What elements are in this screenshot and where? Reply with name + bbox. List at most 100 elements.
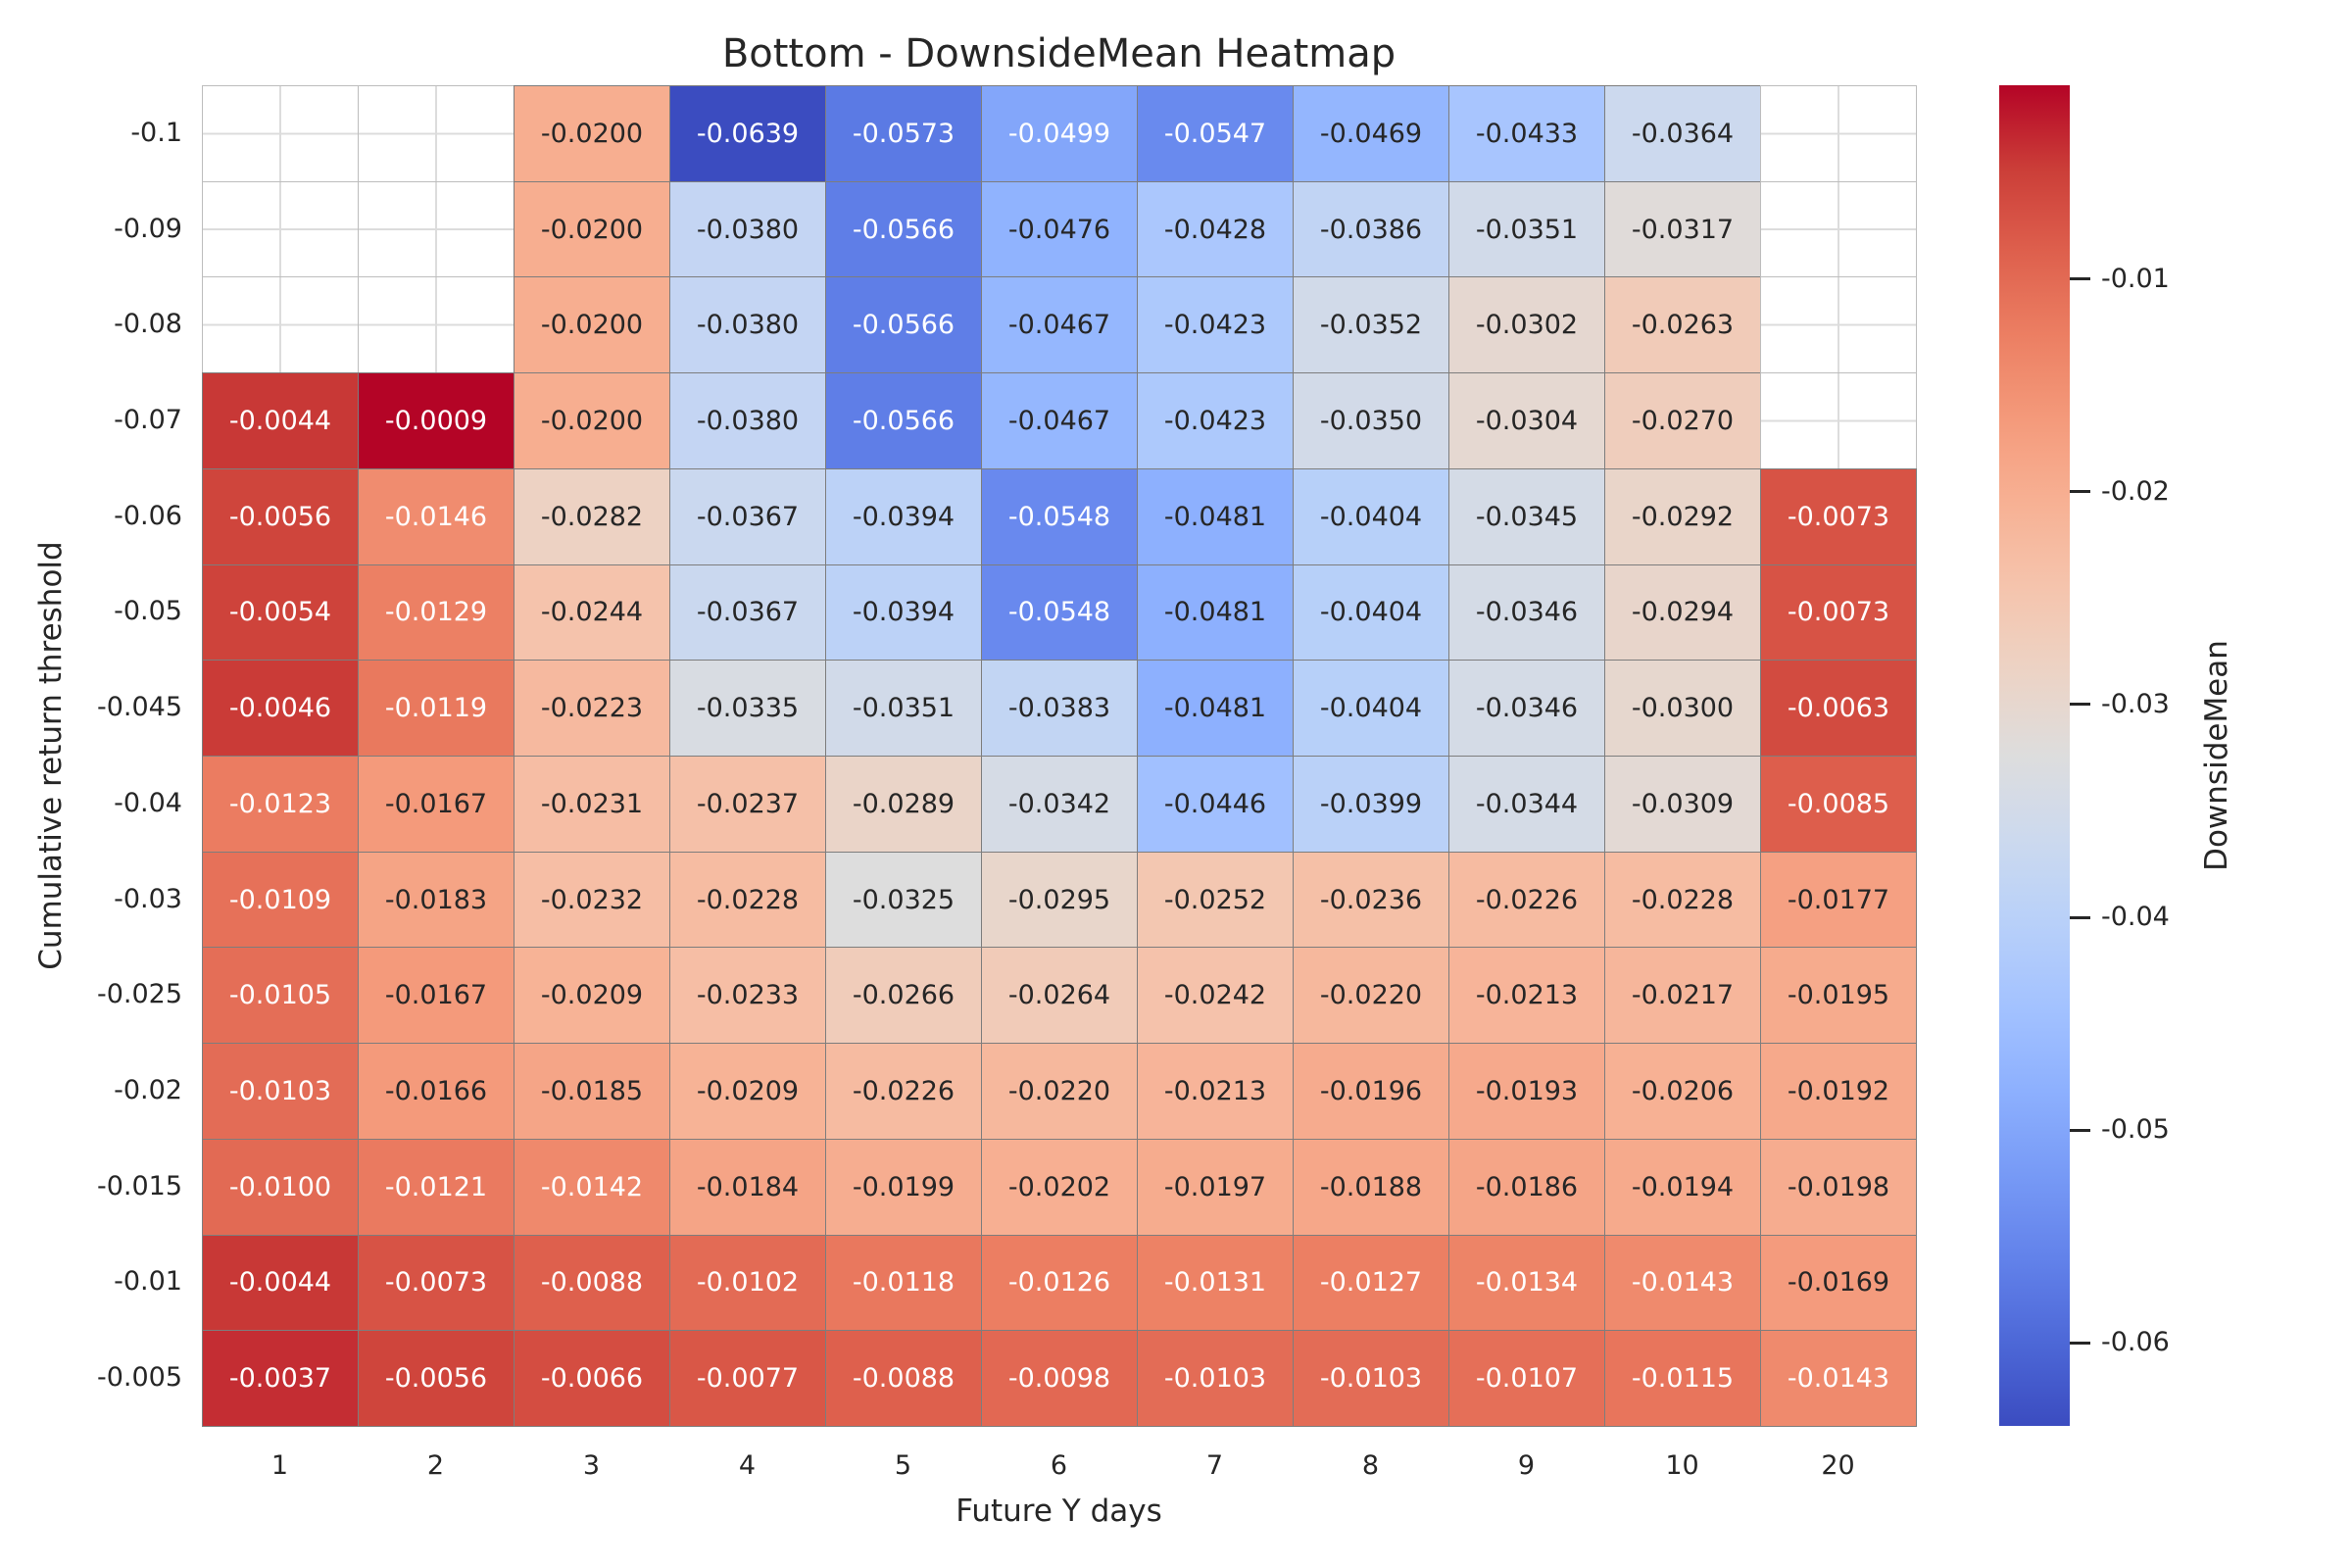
cell-annotation: -0.0566: [852, 310, 956, 341]
heatmap-cell: -0.0380: [669, 180, 826, 278]
cell-annotation: -0.0364: [1631, 118, 1735, 149]
heatmap-cell: -0.0266: [825, 947, 982, 1045]
cell-annotation: -0.0073: [1787, 597, 1890, 628]
heatmap-cell: -0.0566: [825, 180, 982, 278]
cell-annotation: -0.0263: [1631, 310, 1735, 341]
x-tick-label: 1: [270, 1450, 289, 1481]
heatmap-cell: -0.0169: [1760, 1234, 1917, 1332]
cell-annotation: -0.0252: [1163, 884, 1267, 915]
y-tick-label: -0.06: [114, 500, 182, 531]
heatmap-empty-cell: [358, 276, 514, 374]
cell-annotation: -0.0115: [1631, 1363, 1735, 1395]
heatmap-cell: -0.0423: [1137, 372, 1294, 469]
heatmap-cell: -0.0352: [1293, 276, 1449, 374]
heatmap-cell: -0.0233: [669, 947, 826, 1045]
heatmap-cell: -0.0198: [1760, 1138, 1917, 1236]
cell-annotation: -0.0292: [1631, 501, 1735, 532]
colorbar-tick-mark: [2070, 1341, 2090, 1345]
cell-annotation: -0.0121: [384, 1171, 488, 1202]
heatmap-cell: -0.0282: [514, 467, 670, 565]
heatmap-cell: -0.0231: [514, 756, 670, 853]
heatmap-cell: -0.0302: [1448, 276, 1605, 374]
y-tick-label: -0.005: [96, 1362, 182, 1394]
heatmap-cell: -0.0167: [358, 947, 514, 1045]
cell-annotation: -0.0134: [1475, 1267, 1579, 1298]
heatmap-cell: -0.0073: [358, 1234, 514, 1332]
y-tick-label: -0.07: [114, 405, 182, 435]
heatmap-cell: -0.0270: [1604, 372, 1761, 469]
heatmap-cell: -0.0351: [825, 660, 982, 757]
cell-annotation: -0.0194: [1631, 1171, 1735, 1202]
cell-annotation: -0.0266: [852, 980, 956, 1011]
heatmap-cell: -0.0121: [358, 1138, 514, 1236]
y-tick-label: -0.045: [96, 692, 182, 723]
heatmap-cell: -0.0056: [358, 1330, 514, 1427]
cell-annotation: -0.0317: [1631, 214, 1735, 245]
cell-annotation: -0.0046: [228, 693, 332, 724]
heatmap-cell: -0.0263: [1604, 276, 1761, 374]
heatmap-cell: -0.0244: [514, 564, 670, 662]
cell-annotation: -0.0481: [1163, 693, 1267, 724]
x-tick-label: 3: [582, 1450, 601, 1481]
heatmap-cell: -0.0102: [669, 1234, 826, 1332]
heatmap-cell: -0.0143: [1604, 1234, 1761, 1332]
heatmap-cell: -0.0309: [1604, 756, 1761, 853]
heatmap-cell: -0.0073: [1760, 564, 1917, 662]
heatmap-cell: -0.0177: [1760, 851, 1917, 949]
colorbar-tick-label: -0.05: [2101, 1114, 2170, 1146]
colorbar-tick-mark: [2070, 490, 2090, 494]
cell-annotation: -0.0367: [696, 597, 800, 628]
heatmap-empty-cell: [1760, 180, 1917, 278]
cell-annotation: -0.0231: [540, 788, 644, 819]
cell-annotation: -0.0200: [540, 118, 644, 149]
colorbar-gradient: [1999, 85, 2070, 1426]
cell-annotation: -0.0188: [1319, 1171, 1423, 1202]
cell-annotation: -0.0481: [1163, 501, 1267, 532]
cell-annotation: -0.0345: [1475, 501, 1579, 532]
y-tick-label: -0.05: [114, 596, 182, 627]
cell-annotation: -0.0167: [384, 980, 488, 1011]
cell-annotation: -0.0192: [1787, 1075, 1890, 1106]
heatmap-cell: -0.0346: [1448, 660, 1605, 757]
y-tick-label: -0.015: [96, 1170, 182, 1201]
cell-annotation: -0.0476: [1007, 214, 1111, 245]
cell-annotation: -0.0233: [696, 980, 800, 1011]
heatmap-cell: -0.0548: [981, 467, 1138, 565]
heatmap-empty-cell: [1760, 276, 1917, 374]
cell-annotation: -0.0169: [1787, 1267, 1890, 1298]
cell-annotation: -0.0639: [696, 118, 800, 149]
heatmap-cell: -0.0467: [981, 372, 1138, 469]
colorbar-tick-label: -0.06: [2101, 1327, 2170, 1358]
cell-annotation: -0.0404: [1319, 597, 1423, 628]
cell-annotation: -0.0146: [384, 501, 488, 532]
colorbar-tick-label: -0.04: [2101, 902, 2170, 933]
cell-annotation: -0.0098: [1007, 1363, 1111, 1395]
heatmap-cell: -0.0380: [669, 372, 826, 469]
cell-annotation: -0.0351: [1475, 214, 1579, 245]
heatmap-cell: -0.0433: [1448, 85, 1605, 182]
cell-annotation: -0.0200: [540, 214, 644, 245]
cell-annotation: -0.0342: [1007, 788, 1111, 819]
heatmap-cell: -0.0103: [202, 1043, 359, 1140]
heatmap-cell: -0.0202: [981, 1138, 1138, 1236]
heatmap-cell: -0.0166: [358, 1043, 514, 1140]
cell-annotation: -0.0077: [696, 1363, 800, 1395]
heatmap-cell: -0.0220: [981, 1043, 1138, 1140]
y-tick-label: -0.1: [130, 117, 182, 148]
x-tick-label: 20: [1821, 1450, 1855, 1481]
cell-annotation: -0.0295: [1007, 884, 1111, 915]
cell-annotation: -0.0073: [1787, 501, 1890, 532]
y-axis-title: Cumulative return threshold: [33, 541, 69, 970]
cell-annotation: -0.0037: [228, 1363, 332, 1395]
heatmap-cell: -0.0056: [202, 467, 359, 565]
cell-annotation: -0.0467: [1007, 310, 1111, 341]
heatmap-cell: -0.0115: [1604, 1330, 1761, 1427]
cell-annotation: -0.0193: [1475, 1075, 1579, 1106]
cell-annotation: -0.0394: [852, 597, 956, 628]
heatmap-cell: -0.0386: [1293, 180, 1449, 278]
heatmap-cell: -0.0213: [1137, 1043, 1294, 1140]
heatmap-cell: -0.0228: [669, 851, 826, 949]
cell-annotation: -0.0185: [540, 1075, 644, 1106]
x-tick-label: 2: [426, 1450, 445, 1481]
heatmap-cell: -0.0186: [1448, 1138, 1605, 1236]
